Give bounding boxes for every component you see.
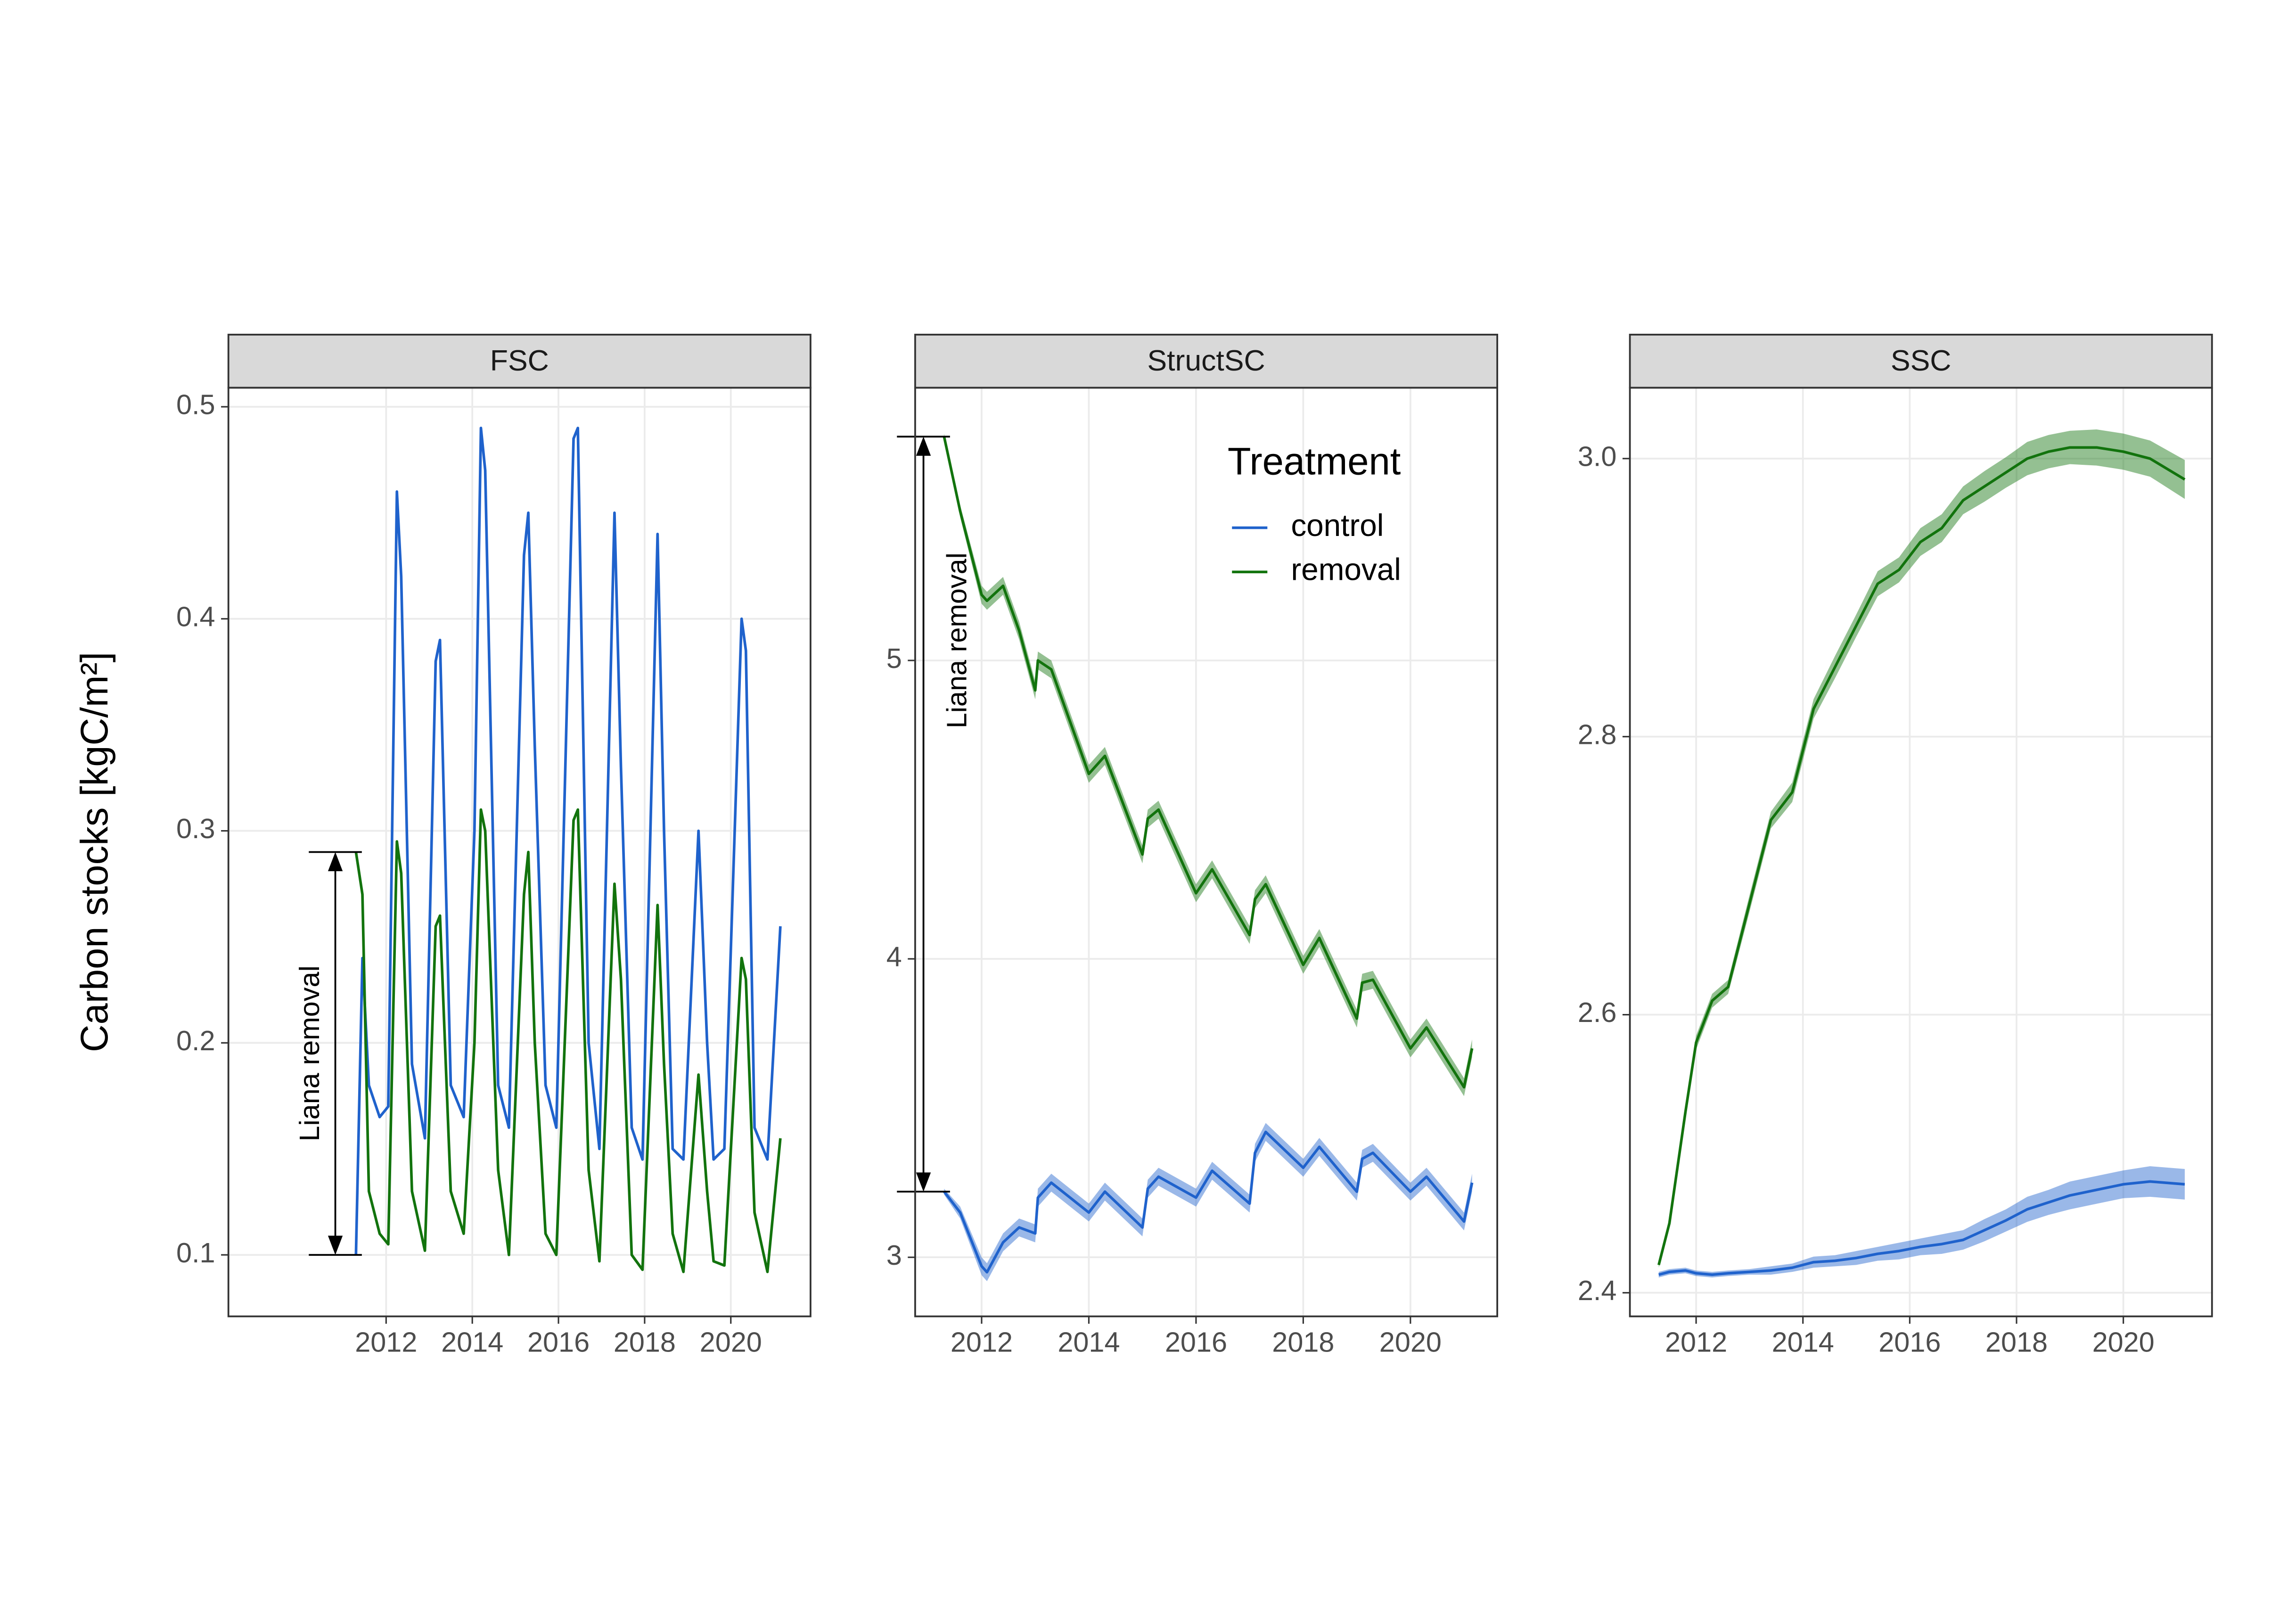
- x-tick-label: 2018: [1272, 1326, 1334, 1358]
- x-tick-label: 2016: [527, 1326, 590, 1358]
- y-tick-label: 3.0: [1578, 441, 1617, 472]
- confidence-ribbon: [944, 433, 1472, 1096]
- series-line: [354, 808, 782, 1273]
- annotation-arrow: [309, 851, 362, 1256]
- arrow-head: [916, 437, 931, 456]
- strip: [227, 334, 812, 389]
- series-line: [1657, 446, 2186, 1266]
- panel-background: [915, 387, 1498, 1317]
- series-line: [1658, 1180, 2185, 1276]
- x-tick-label: 2016: [1878, 1326, 1941, 1358]
- y-tick-label: 0.1: [176, 1237, 215, 1269]
- arrow-head: [328, 852, 343, 872]
- x-tick-label: 2012: [1665, 1326, 1727, 1358]
- x-tick-label: 2020: [1379, 1326, 1442, 1358]
- x-tick-label: 2014: [1772, 1326, 1834, 1358]
- x-tick-label: 2020: [2092, 1326, 2155, 1358]
- y-tick-label: 0.4: [176, 601, 215, 632]
- panel-title: FSC: [490, 344, 549, 377]
- y-tick-label: 5: [886, 643, 902, 674]
- series-line: [943, 436, 1474, 1089]
- strip: [914, 334, 1498, 389]
- arrow-head: [328, 1236, 343, 1255]
- series-line: [943, 1130, 1474, 1274]
- strip: [1629, 334, 2213, 389]
- y-tick-label: 3: [886, 1239, 902, 1271]
- x-tick-label: 2018: [1985, 1326, 2048, 1358]
- annotation-text: Liana removal: [294, 965, 325, 1141]
- x-tick-label: 2016: [1165, 1326, 1227, 1358]
- x-tick-label: 2018: [614, 1326, 676, 1358]
- x-tick-label: 2014: [1058, 1326, 1120, 1358]
- confidence-ribbon: [1658, 1166, 2185, 1277]
- y-tick-label: 0.2: [176, 1025, 215, 1056]
- x-tick-label: 2014: [441, 1326, 503, 1358]
- y-tick-label: 2.8: [1578, 718, 1617, 750]
- y-tick-label: 0.5: [176, 389, 215, 420]
- legend-label: removal: [1291, 552, 1401, 587]
- x-tick-label: 2020: [700, 1326, 762, 1358]
- y-tick-label: 2.6: [1578, 997, 1617, 1028]
- annotation-text: Liana removal: [941, 552, 972, 728]
- arrow-head: [916, 1172, 931, 1192]
- series-line: [354, 427, 782, 1255]
- panel-title: StructSC: [1147, 344, 1265, 377]
- panel-title: SSC: [1891, 344, 1952, 377]
- legend-title: Treatment: [1228, 440, 1401, 483]
- x-tick-label: 2012: [951, 1326, 1013, 1358]
- x-tick-label: 2012: [355, 1326, 417, 1358]
- y-tick-label: 2.4: [1578, 1275, 1617, 1306]
- y-tick-label: 4: [886, 941, 902, 972]
- y-axis-label: Carbon stocks [kgC/m²]: [73, 652, 116, 1052]
- annotation-arrow: [897, 436, 950, 1193]
- y-tick-label: 0.3: [176, 813, 215, 844]
- legend-label: control: [1291, 508, 1384, 543]
